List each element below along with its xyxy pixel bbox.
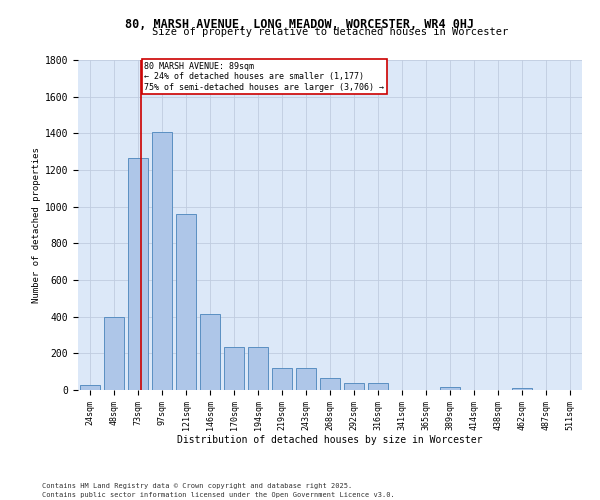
- Bar: [248, 347, 268, 390]
- Text: 80, MARSH AVENUE, LONG MEADOW, WORCESTER, WR4 0HJ: 80, MARSH AVENUE, LONG MEADOW, WORCESTER…: [125, 18, 475, 30]
- Y-axis label: Number of detached properties: Number of detached properties: [32, 147, 41, 303]
- Bar: [440, 387, 460, 390]
- Bar: [200, 314, 220, 390]
- Bar: [224, 347, 244, 390]
- Text: 80 MARSH AVENUE: 89sqm
← 24% of detached houses are smaller (1,177)
75% of semi-: 80 MARSH AVENUE: 89sqm ← 24% of detached…: [144, 62, 384, 92]
- Bar: [320, 378, 340, 390]
- Bar: [104, 316, 124, 390]
- Bar: [296, 368, 316, 390]
- Text: Contains HM Land Registry data © Crown copyright and database right 2025.: Contains HM Land Registry data © Crown c…: [42, 483, 352, 489]
- Bar: [344, 382, 364, 390]
- Bar: [512, 388, 532, 390]
- Bar: [152, 132, 172, 390]
- Bar: [176, 214, 196, 390]
- Bar: [80, 386, 100, 390]
- Title: Size of property relative to detached houses in Worcester: Size of property relative to detached ho…: [152, 27, 508, 37]
- Bar: [368, 382, 388, 390]
- Bar: [272, 368, 292, 390]
- X-axis label: Distribution of detached houses by size in Worcester: Distribution of detached houses by size …: [177, 436, 483, 446]
- Text: Contains public sector information licensed under the Open Government Licence v3: Contains public sector information licen…: [42, 492, 395, 498]
- Bar: [128, 158, 148, 390]
